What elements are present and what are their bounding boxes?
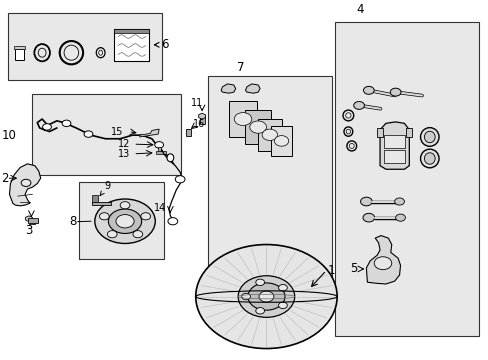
Ellipse shape: [346, 129, 350, 134]
Bar: [228, 101, 257, 137]
Circle shape: [262, 129, 277, 140]
Bar: [199, 116, 204, 124]
Circle shape: [107, 231, 117, 238]
Ellipse shape: [424, 131, 434, 143]
Circle shape: [362, 213, 374, 222]
Circle shape: [389, 88, 400, 96]
Polygon shape: [9, 164, 41, 206]
Circle shape: [278, 284, 287, 291]
Circle shape: [247, 283, 285, 310]
Bar: [79, 182, 163, 259]
Text: 13: 13: [118, 149, 130, 159]
Bar: [245, 110, 270, 144]
Bar: [376, 128, 382, 137]
Circle shape: [84, 131, 93, 137]
Circle shape: [234, 113, 251, 126]
Circle shape: [353, 102, 364, 109]
Text: 12: 12: [117, 139, 130, 149]
Circle shape: [42, 124, 51, 130]
Ellipse shape: [420, 149, 438, 168]
Circle shape: [395, 214, 405, 221]
Circle shape: [373, 257, 391, 270]
Ellipse shape: [99, 50, 102, 55]
Bar: [383, 135, 405, 148]
Polygon shape: [221, 84, 235, 93]
Circle shape: [141, 213, 150, 220]
Bar: [383, 150, 405, 163]
Ellipse shape: [424, 153, 434, 164]
Circle shape: [241, 293, 250, 300]
Bar: [28, 218, 38, 223]
Text: 7: 7: [237, 60, 244, 73]
Bar: [14, 46, 25, 49]
Bar: [32, 94, 181, 175]
Circle shape: [394, 198, 404, 205]
Circle shape: [255, 279, 264, 285]
Text: 4: 4: [356, 3, 364, 16]
Ellipse shape: [38, 48, 46, 57]
Text: 9: 9: [100, 181, 110, 196]
Text: 3: 3: [25, 224, 33, 238]
Circle shape: [95, 199, 155, 243]
Ellipse shape: [345, 113, 350, 118]
Text: 15: 15: [111, 127, 123, 136]
Text: 16: 16: [193, 120, 205, 129]
Circle shape: [278, 302, 287, 309]
Circle shape: [274, 136, 288, 146]
Ellipse shape: [420, 128, 438, 146]
Bar: [158, 147, 160, 151]
Bar: [271, 126, 291, 156]
Bar: [114, 29, 149, 33]
Text: 14: 14: [154, 203, 166, 213]
Ellipse shape: [348, 143, 353, 148]
Circle shape: [99, 213, 109, 220]
Circle shape: [259, 291, 273, 302]
Circle shape: [116, 215, 134, 228]
Circle shape: [155, 141, 163, 148]
Text: 10: 10: [2, 129, 17, 142]
Bar: [92, 195, 98, 202]
Bar: [207, 76, 331, 297]
Polygon shape: [366, 235, 400, 284]
Circle shape: [120, 202, 130, 209]
Circle shape: [363, 86, 373, 94]
Circle shape: [108, 209, 142, 234]
Text: 6: 6: [154, 38, 169, 51]
Bar: [406, 128, 411, 137]
Polygon shape: [379, 122, 408, 169]
Circle shape: [255, 307, 264, 314]
Bar: [92, 202, 111, 205]
Circle shape: [62, 120, 71, 127]
Circle shape: [238, 276, 294, 318]
Bar: [15, 49, 24, 60]
Circle shape: [249, 121, 266, 133]
Text: 2: 2: [0, 172, 8, 185]
Text: 11: 11: [190, 98, 203, 108]
Bar: [334, 22, 478, 336]
Circle shape: [195, 244, 336, 348]
Ellipse shape: [64, 45, 79, 60]
Circle shape: [360, 197, 371, 206]
Circle shape: [21, 179, 31, 186]
Bar: [156, 151, 165, 154]
Polygon shape: [198, 113, 205, 119]
Text: 5: 5: [349, 262, 357, 275]
Bar: [258, 119, 281, 150]
Bar: [114, 29, 149, 61]
Text: 1: 1: [327, 264, 334, 277]
Polygon shape: [245, 84, 260, 93]
Polygon shape: [140, 129, 159, 137]
Circle shape: [133, 231, 142, 238]
Ellipse shape: [166, 154, 173, 162]
Bar: [185, 129, 190, 136]
Circle shape: [175, 176, 184, 183]
Circle shape: [167, 218, 177, 225]
Polygon shape: [25, 216, 32, 222]
Bar: [8, 13, 161, 80]
Text: 8: 8: [69, 215, 76, 228]
